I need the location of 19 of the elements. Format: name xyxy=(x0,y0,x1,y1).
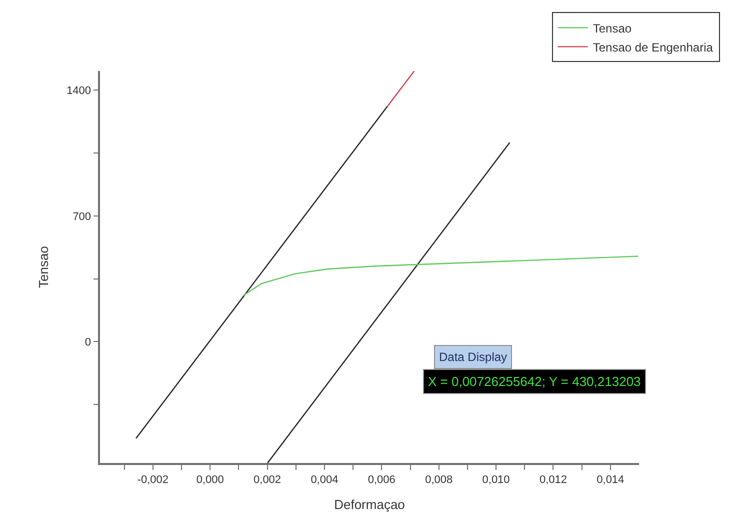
x-tick-label: 0,002 xyxy=(254,474,282,486)
annotation: Data Display xyxy=(439,350,508,364)
line-series xyxy=(242,256,639,296)
x-tick-label: 0,008 xyxy=(425,474,453,486)
legend-label: Tensao xyxy=(592,21,632,36)
x-axis-title: Deformaçao xyxy=(334,497,405,512)
y-axis-title: Tensao xyxy=(36,246,52,288)
y-tick-label: 700 xyxy=(72,210,92,223)
y-tick-label: 0 xyxy=(84,336,92,349)
annotation: X = 0,00726255642; Y = 430,213203 xyxy=(428,374,641,389)
x-tick-label: 0,004 xyxy=(310,474,338,486)
x-tick-label: 0,000 xyxy=(196,474,224,486)
x-tick-label: 0,014 xyxy=(596,474,624,486)
x-tick-label: -0,002 xyxy=(137,474,168,486)
x-tick-label: 0,012 xyxy=(539,474,567,486)
y-tick-label: 1400 xyxy=(66,85,92,98)
x-tick-label: 0,006 xyxy=(368,474,396,486)
x-tick-label: 0,010 xyxy=(482,474,510,486)
legend-label: Tensao de Engenharia xyxy=(592,40,714,54)
